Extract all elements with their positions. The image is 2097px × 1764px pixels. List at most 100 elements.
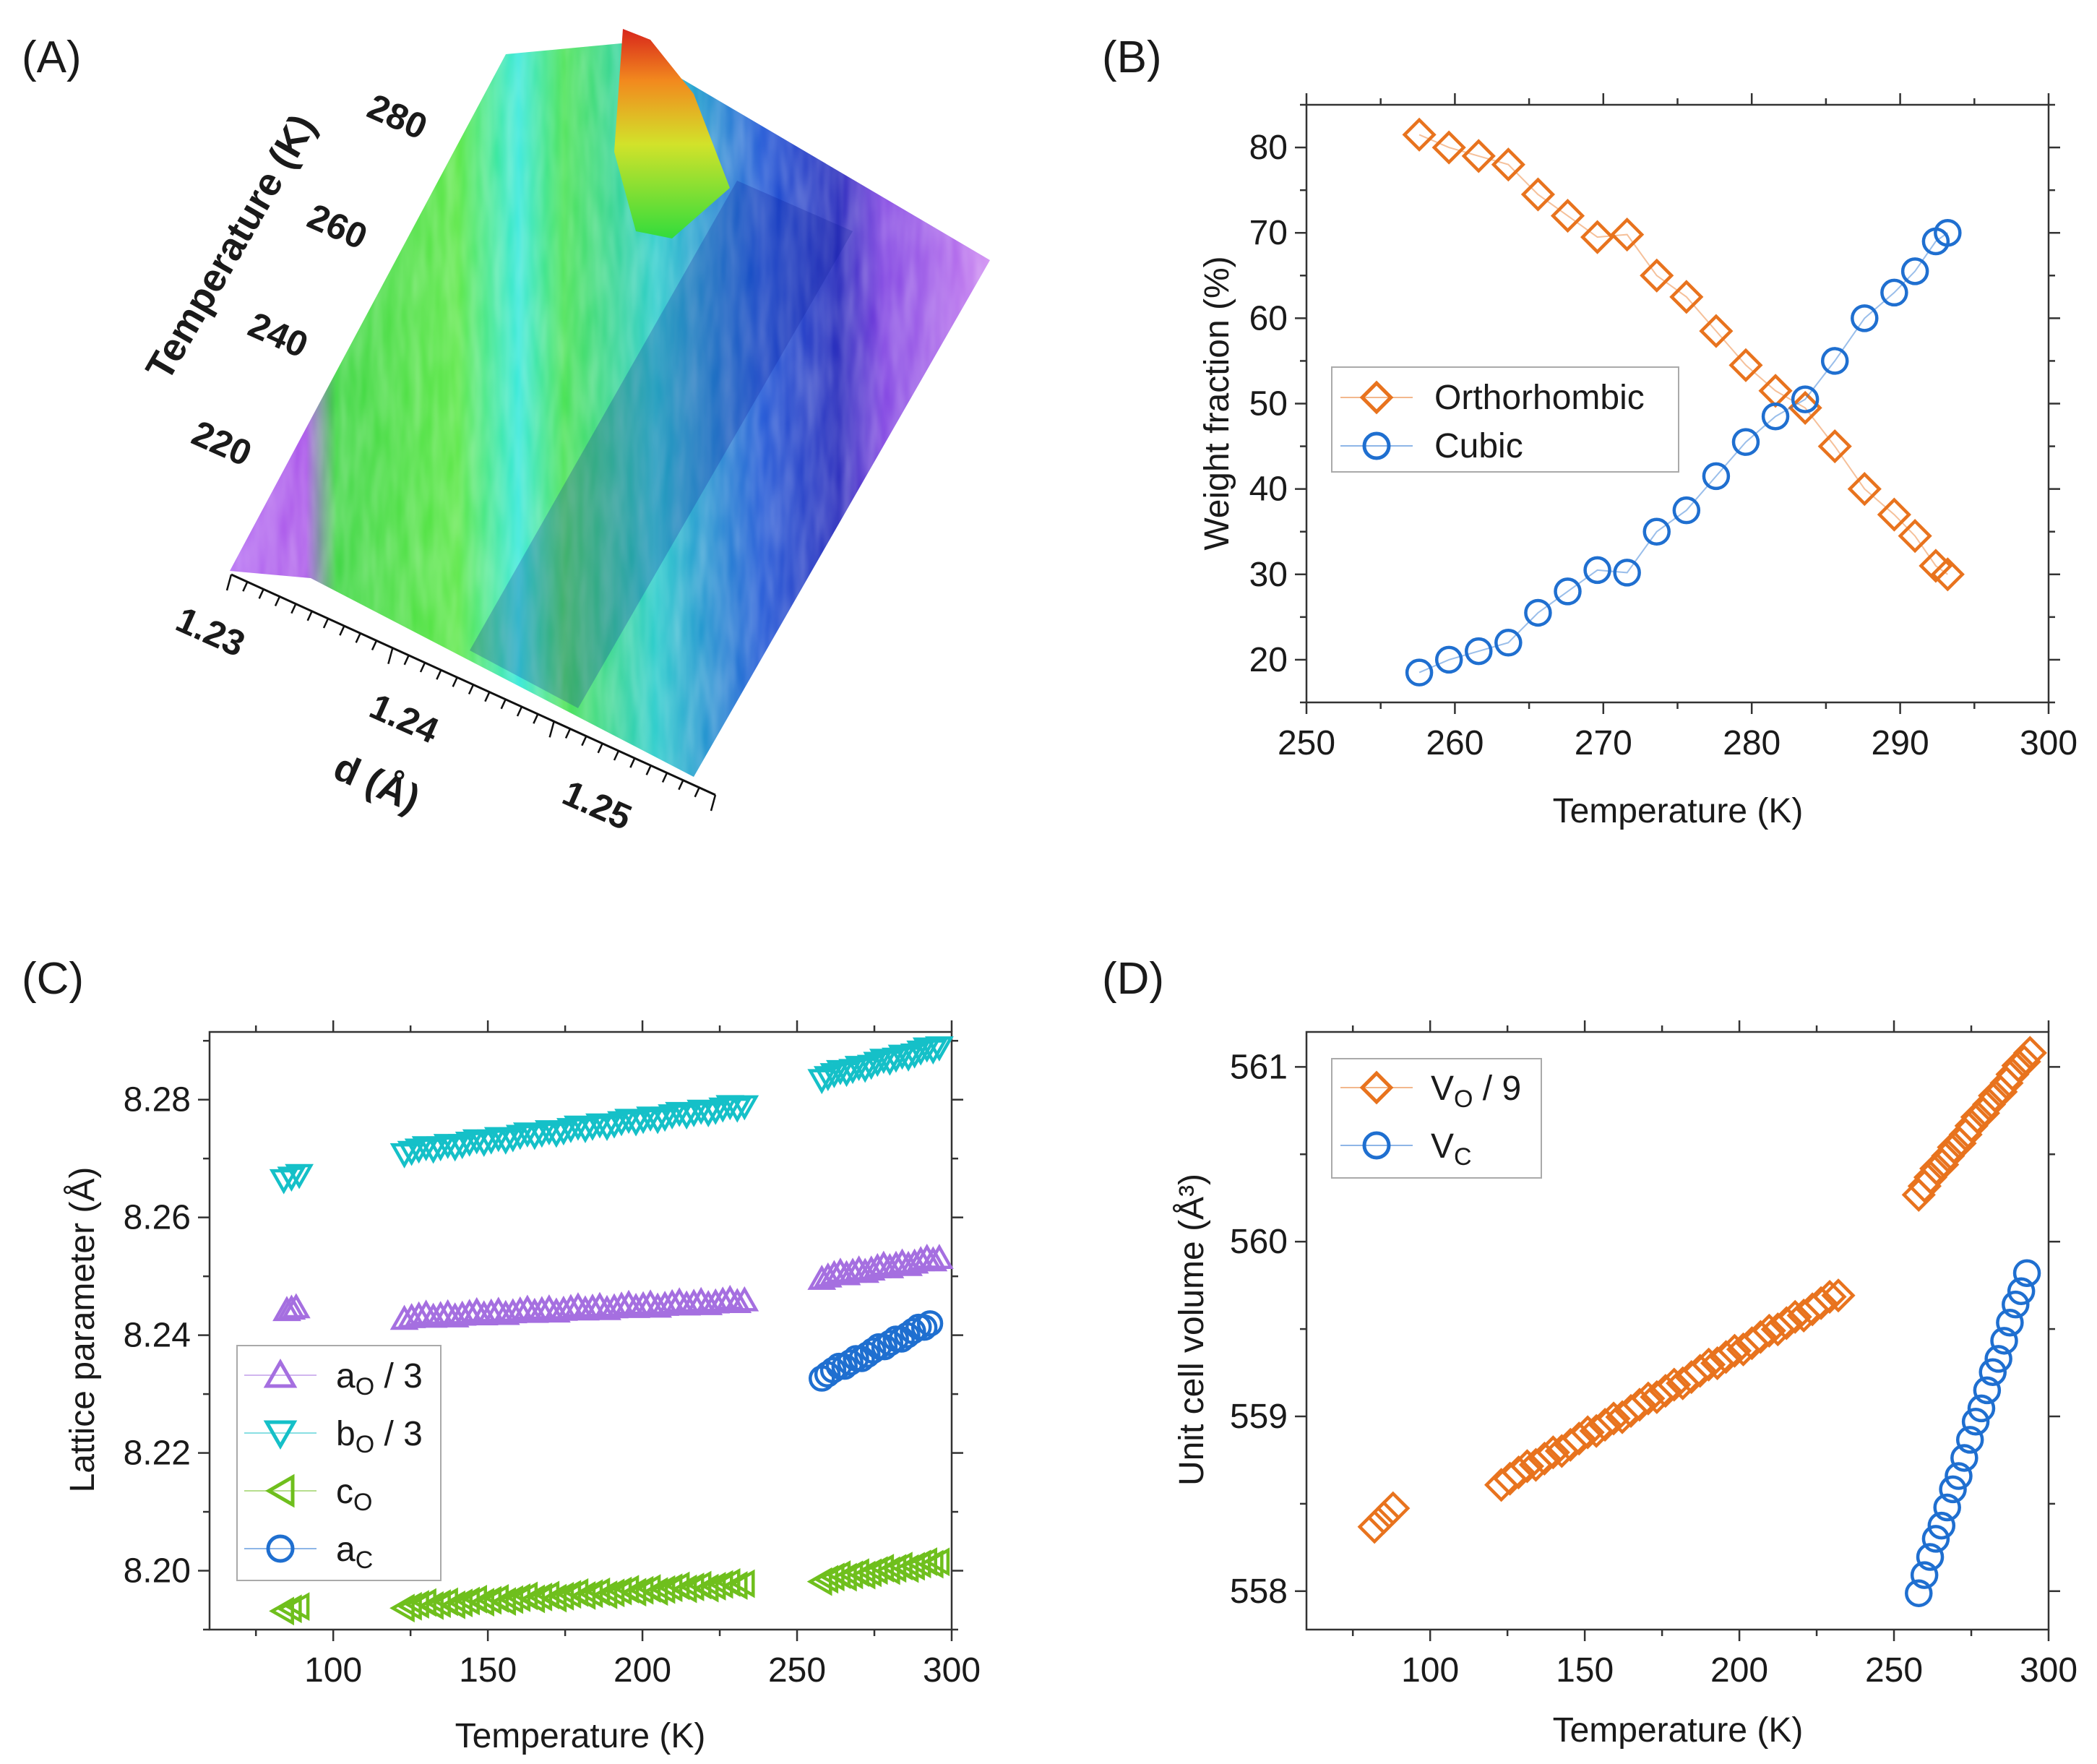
data-point [404,1301,434,1327]
x-axis-title-b: Temperature (K) [1553,792,1804,830]
data-point [1752,1313,1786,1348]
data-point [1366,1500,1401,1535]
data-point [1916,1543,1945,1571]
data-point [1995,1057,2030,1092]
data-point [1683,1354,1718,1388]
temp-tick-240: 240 [243,304,314,366]
d-axis-tick [694,787,700,798]
data-point [281,1293,311,1319]
data-point [426,1301,455,1326]
data-point [1669,280,1704,314]
legend-c: aO / 3 bO / 3 cO aC [236,1345,442,1581]
data-point [900,1044,929,1069]
data-point [404,1138,434,1164]
series-vc [1905,1259,2041,1607]
data-point [679,1102,709,1127]
d-axis-tick [306,611,313,621]
data-point [389,1143,419,1169]
legend-label-bo: bO / 3 [336,1415,423,1458]
data-point [1954,1109,1989,1143]
legend-d: VO / 9 VC [1331,1058,1542,1179]
data-point [1791,385,1820,413]
data-point [418,1138,448,1164]
d-axis-tick [484,692,491,702]
data-point [1950,1444,1978,1472]
data-point [875,1050,905,1076]
d-axis-tick [548,721,555,738]
d-tick-1.25: 1.25 [557,773,638,838]
axes-b: 250 260 270 280 290 300 20 30 40 50 60 70 80 [1249,93,2077,762]
data-point [498,1127,528,1153]
data-point [856,1054,886,1080]
data-point [807,1265,837,1290]
data-point [1961,1408,1990,1436]
data-point [491,1130,520,1155]
x-tick-label: 300 [2020,724,2077,762]
data-point [277,1166,306,1192]
d-axis-tick [242,581,249,592]
data-point [411,1299,441,1325]
data-point [723,1288,752,1314]
marks-d [1357,1036,2047,1607]
data-point [269,1169,298,1195]
data-point [1580,220,1615,254]
data-point [1769,1306,1804,1341]
data-point [1804,1286,1838,1320]
y-tick-label: 561 [1230,1048,1288,1086]
d-axis-tick [468,684,475,695]
data-point [578,1115,607,1141]
data-point [672,1104,702,1130]
data-point [476,1298,506,1324]
series-line [1418,232,1948,674]
data-point [1702,462,1731,491]
data-point [686,1286,716,1312]
legend-marker-co [264,1473,295,1508]
data-point [527,1122,556,1148]
data-point [859,1337,887,1364]
data-point [607,1291,636,1317]
data-point [1402,117,1437,152]
data-point [1933,1493,1961,1522]
legend-label-ac: aC [336,1531,373,1574]
data-point [1945,1462,1973,1490]
data-point [650,1106,680,1132]
d-axis-tick [500,699,507,710]
data-point [629,1291,658,1317]
data-point [658,1104,687,1130]
data-point [665,1101,694,1127]
legend-label-orthorhombic: Orthorhombic [1434,379,1645,417]
legend-label-ao: aO / 3 [336,1357,423,1401]
data-point [1536,1435,1570,1470]
data-point [1913,1160,1948,1195]
data-point [285,1163,314,1189]
y-tick-label: 559 [1230,1398,1288,1436]
data-point [730,1095,759,1121]
series-line [1418,134,1948,575]
y-tick-label: 8.26 [124,1199,191,1237]
data-point [1761,402,1790,431]
data-point [462,1296,491,1322]
y-tick-label: 70 [1249,214,1288,252]
data-point [1648,1374,1683,1408]
x-tick-label: 290 [1872,724,1929,762]
y-tick-label: 560 [1230,1223,1288,1261]
legend-label-co: cO [336,1473,372,1516]
data-point [708,1097,738,1123]
data-point [1934,218,1962,247]
legend-marker-ac [266,1534,295,1563]
data-point [549,1120,578,1146]
data-point [397,1140,426,1166]
data-point [542,1122,571,1148]
data-point [1494,629,1523,657]
data-point [535,1294,564,1320]
y-tick-label: 558 [1230,1572,1288,1611]
data-point [1357,1510,1392,1544]
data-point [1699,314,1734,348]
data-point [1978,1358,2007,1387]
panel-label-c: (C) [22,954,84,1004]
data-point [877,1330,904,1356]
data-point [564,1115,593,1141]
data-point [679,1288,709,1315]
data-point [1778,1299,1812,1334]
